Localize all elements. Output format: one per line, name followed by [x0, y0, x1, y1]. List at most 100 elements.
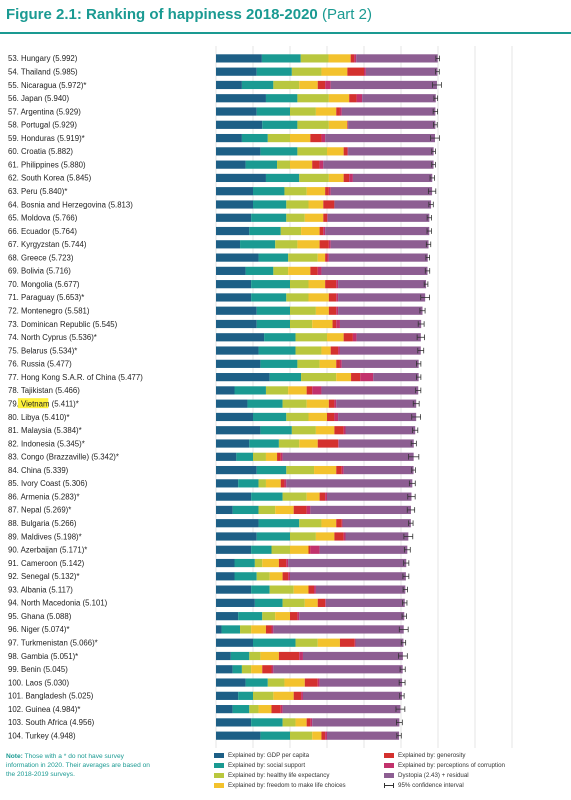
bar-segment-social: [253, 187, 285, 196]
bar-segment-corruption: [338, 346, 340, 355]
bar-segment-social: [265, 173, 300, 183]
bar-segment-freedom: [328, 54, 351, 63]
legend-item: Explained by: social support: [214, 762, 305, 769]
bar-segment-social: [221, 625, 241, 634]
row-label: 65. Moldova (5.766): [8, 214, 78, 223]
bar-segment-social: [245, 678, 268, 687]
bar-segment-freedom: [306, 187, 326, 196]
bar-segment-gdp: [216, 612, 239, 621]
row-label: 59. Honduras (5.919)*: [8, 134, 85, 143]
bar-segment-health: [297, 94, 329, 103]
bar-segment-generosity: [325, 187, 329, 196]
bar-segment-health: [290, 107, 316, 116]
bar-segment-health: [253, 452, 266, 461]
bar-segment-social: [260, 731, 290, 740]
bar-segment-dystopia: [290, 572, 406, 581]
bar-segment-corruption: [280, 705, 283, 714]
legend-swatch: [214, 773, 224, 778]
bar-segment-gdp: [216, 412, 253, 422]
bar-segment-dystopia: [282, 452, 414, 461]
bar-segment-freedom: [327, 333, 344, 342]
bar-segment-freedom: [290, 133, 311, 143]
bar-segment-dystopia: [348, 147, 434, 156]
bar-segment-corruption: [271, 665, 274, 674]
bar-segment-health: [249, 705, 259, 714]
bar-segment-social: [262, 120, 298, 129]
bar-segment-dystopia: [325, 598, 405, 607]
bar-segment-corruption: [341, 465, 344, 475]
bar-segment-generosity: [319, 226, 324, 236]
bar-segment-social: [238, 612, 263, 621]
bar-segment-health: [265, 386, 289, 395]
bar-segment-social: [265, 94, 298, 103]
row-label: 94. North Macedonia (5.101): [8, 599, 108, 608]
bar-segment-health: [254, 558, 263, 568]
bar-segment-corruption: [343, 532, 346, 541]
figure-title-text: Figure 2.1: Ranking of happiness 2018-20…: [6, 6, 318, 23]
bar-segment-freedom: [321, 67, 348, 76]
bar-segment-social: [260, 359, 298, 368]
bar-segment-health: [286, 200, 309, 209]
legend-label: 95% confidence interval: [398, 782, 464, 789]
bar-segment-social: [256, 306, 290, 315]
bar-segment-dystopia: [338, 293, 426, 302]
bar-segment-corruption: [319, 160, 324, 169]
bar-segment-health: [280, 226, 302, 236]
bar-segment-corruption: [347, 147, 349, 156]
bar-segment-corruption: [288, 572, 290, 581]
bar-segment-gdp: [216, 253, 259, 262]
bar-segment-dystopia: [352, 173, 433, 183]
row-label: 91. Cameroon (5.142): [8, 559, 85, 568]
bar-segment-gdp: [216, 226, 250, 236]
bar-segment-corruption: [325, 598, 326, 607]
bar-segment-corruption: [321, 133, 326, 143]
bar-segment-corruption: [323, 226, 326, 236]
row-label: 100. Laos (5.030): [8, 678, 70, 687]
bar-segment-generosity: [317, 80, 326, 90]
bar-segment-gdp: [216, 306, 257, 315]
bar-segment-health: [297, 147, 327, 156]
bar-segment-freedom: [269, 572, 283, 581]
bar-segment-gdp: [216, 598, 255, 607]
bar-segment-dystopia: [348, 120, 436, 129]
legend-label: Dystopia (2.43) + residual: [398, 772, 469, 779]
bar-segment-freedom: [306, 492, 320, 501]
bar-segment-generosity: [350, 54, 355, 63]
bar-segment-corruption: [336, 293, 339, 302]
bar-segment-health: [301, 373, 337, 382]
bar-segment-social: [256, 465, 287, 475]
legend-item: Explained by: GDP per capita: [214, 752, 309, 759]
bar-segment-dystopia: [302, 691, 402, 700]
bar-segment-dystopia: [345, 532, 409, 541]
bar-segment-freedom: [317, 638, 340, 647]
bar-segment-corruption: [343, 426, 346, 435]
bar-segment-health: [286, 293, 309, 302]
bar-segment-generosity: [343, 173, 350, 183]
bar-segment-generosity: [323, 213, 327, 222]
bar-segment-corruption: [347, 120, 349, 129]
bar-segment-dystopia: [273, 665, 403, 674]
bar-segment-freedom: [265, 452, 278, 461]
bar-segment-corruption: [317, 266, 322, 275]
row-label: 71. Paraguay (5.653)*: [8, 293, 84, 302]
bar-segment-dystopia: [319, 545, 408, 554]
bar-segment-health: [269, 585, 294, 594]
bar-segment-generosity: [310, 133, 322, 143]
bar-segment-corruption: [325, 731, 327, 740]
bar-segment-dystopia: [321, 266, 428, 275]
bar-segment-health: [290, 532, 316, 541]
bar-segment-social: [249, 226, 281, 236]
bar-segment-social: [269, 373, 302, 382]
row-label: 99. Benin (5.045): [8, 665, 68, 674]
bar-segment-dystopia: [338, 280, 427, 289]
bar-segment-gdp: [216, 187, 253, 196]
bar-segment-freedom: [308, 412, 327, 422]
bar-segment-freedom: [299, 80, 318, 90]
bar-segment-social: [251, 492, 283, 501]
bar-segment-generosity: [334, 426, 344, 435]
legend-item: Explained by: healthy life expectancy: [214, 772, 329, 779]
bar-segment-health: [290, 280, 309, 289]
bar-segment-generosity: [336, 359, 340, 368]
bar-segment-freedom: [315, 107, 337, 116]
bar-segment-corruption: [352, 333, 357, 342]
